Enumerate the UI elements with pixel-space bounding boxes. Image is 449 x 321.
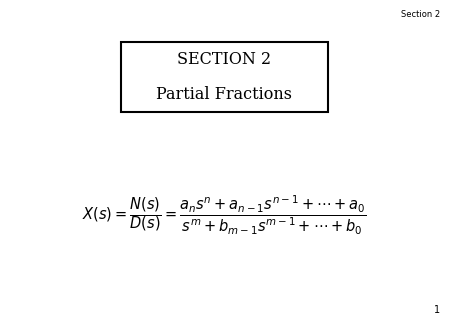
Text: Section 2: Section 2 — [401, 10, 440, 19]
FancyBboxPatch shape — [121, 42, 328, 112]
Text: Partial Fractions: Partial Fractions — [157, 86, 292, 103]
Text: SECTION 2: SECTION 2 — [177, 51, 272, 68]
Text: 1: 1 — [434, 305, 440, 315]
Text: $\mathit{X}(\mathit{s}) = \dfrac{\mathit{N}(\mathit{s})}{\mathit{D}(\mathit{s})}: $\mathit{X}(\mathit{s}) = \dfrac{\mathit… — [82, 193, 367, 237]
